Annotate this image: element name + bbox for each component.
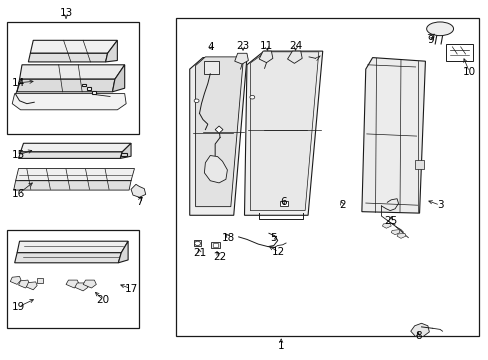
Circle shape	[194, 241, 200, 246]
Polygon shape	[26, 282, 37, 290]
Polygon shape	[17, 79, 115, 92]
Text: 21: 21	[192, 248, 206, 258]
Text: 24: 24	[288, 41, 302, 51]
Text: 2: 2	[338, 200, 345, 210]
Text: 14: 14	[12, 78, 25, 88]
Polygon shape	[215, 126, 223, 133]
Bar	[213, 243, 218, 247]
Polygon shape	[244, 51, 322, 215]
Text: 15: 15	[12, 150, 25, 160]
Text: 13: 13	[59, 8, 73, 18]
Polygon shape	[250, 52, 318, 211]
Polygon shape	[12, 94, 126, 110]
Polygon shape	[75, 283, 88, 291]
Text: 7: 7	[136, 197, 142, 207]
Circle shape	[249, 95, 254, 99]
Polygon shape	[287, 51, 302, 63]
Bar	[414, 160, 424, 169]
Polygon shape	[20, 65, 124, 79]
Bar	[279, 201, 287, 206]
Text: 12: 12	[271, 247, 285, 257]
Bar	[193, 240, 201, 246]
Polygon shape	[382, 223, 390, 228]
Polygon shape	[195, 57, 243, 207]
Polygon shape	[30, 40, 117, 53]
Bar	[7, 230, 139, 328]
Text: 9: 9	[426, 35, 433, 45]
Bar	[82, 84, 86, 86]
Polygon shape	[16, 168, 134, 181]
Polygon shape	[410, 323, 428, 337]
Text: 8: 8	[414, 330, 421, 341]
Text: 18: 18	[222, 233, 235, 243]
Polygon shape	[17, 241, 128, 253]
Circle shape	[194, 99, 199, 103]
Bar	[211, 242, 220, 248]
Ellipse shape	[426, 22, 453, 36]
Polygon shape	[20, 143, 131, 152]
Text: 17: 17	[124, 284, 138, 294]
Bar	[87, 87, 91, 90]
Text: 11: 11	[259, 41, 273, 51]
Polygon shape	[66, 280, 79, 288]
Text: 4: 4	[206, 42, 213, 52]
Bar	[445, 44, 472, 61]
Polygon shape	[10, 276, 21, 284]
Bar	[176, 18, 478, 336]
Polygon shape	[19, 280, 29, 288]
Text: 16: 16	[12, 189, 25, 199]
Polygon shape	[112, 65, 124, 92]
Text: 3: 3	[436, 200, 443, 210]
Polygon shape	[189, 58, 246, 215]
Polygon shape	[396, 233, 405, 238]
Text: 5: 5	[270, 233, 277, 243]
Text: 10: 10	[462, 67, 475, 77]
Text: 20: 20	[96, 294, 109, 305]
Bar	[7, 22, 139, 134]
Polygon shape	[105, 40, 117, 62]
Polygon shape	[390, 230, 399, 235]
Polygon shape	[14, 181, 131, 190]
Polygon shape	[118, 241, 128, 263]
Bar	[121, 153, 127, 156]
Polygon shape	[15, 253, 121, 263]
Polygon shape	[234, 53, 248, 64]
Text: 1: 1	[277, 341, 284, 351]
Bar	[92, 91, 96, 94]
Bar	[37, 278, 43, 283]
Text: 19: 19	[12, 302, 25, 312]
Text: 23: 23	[236, 41, 249, 51]
Polygon shape	[361, 58, 425, 213]
Polygon shape	[19, 152, 122, 158]
Polygon shape	[131, 184, 145, 197]
Text: 22: 22	[213, 252, 226, 262]
Polygon shape	[204, 156, 227, 183]
Polygon shape	[83, 280, 96, 288]
Polygon shape	[120, 143, 131, 158]
Polygon shape	[28, 53, 107, 62]
Polygon shape	[259, 51, 272, 63]
Text: 25: 25	[384, 216, 397, 226]
Text: 6: 6	[280, 197, 286, 207]
Bar	[204, 61, 219, 74]
